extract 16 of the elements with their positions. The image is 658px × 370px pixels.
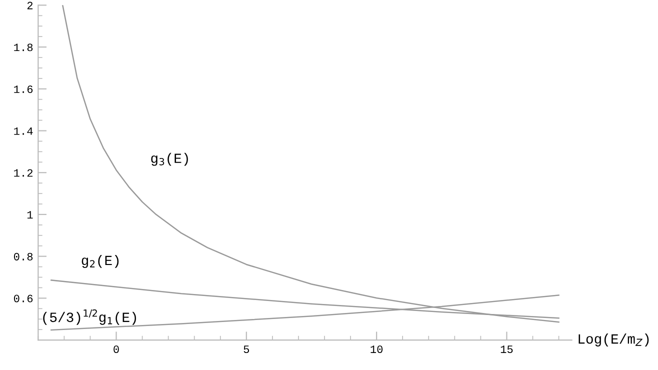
x-tick-label: 10: [370, 346, 383, 354]
y-tick-label: 1.4: [14, 127, 33, 135]
y-tick-label: 0.6: [14, 294, 33, 302]
y-tick-label: 2: [27, 2, 33, 10]
y-tick-label: 1: [27, 211, 33, 218]
x-tick-label: 0: [114, 346, 119, 354]
x-tick-label: 15: [500, 346, 513, 354]
y-tick-label: 1.2: [14, 169, 33, 177]
y-tick-label: 1.6: [14, 85, 33, 94]
y-tick-label: 0.8: [14, 252, 33, 260]
y-tick-label: 1.8: [14, 44, 33, 52]
series-label: (5/3)$^{1/2}$g$_{1}$(E): [43, 309, 136, 325]
x-tick-label: 5: [244, 346, 250, 354]
series-label: g$_{2}$(E): [82, 254, 119, 268]
text: g$_{3}$(E): [151, 152, 188, 166]
x-axis-title: Log(E/m$_{Z}$): [578, 334, 649, 346]
